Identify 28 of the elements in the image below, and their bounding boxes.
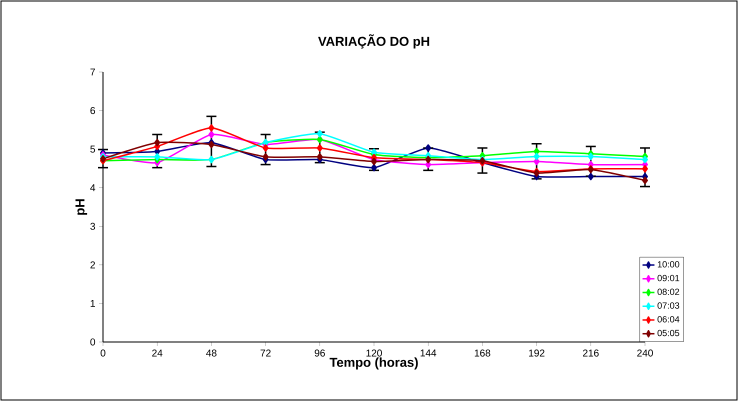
y-tick-label: 6 xyxy=(90,107,96,114)
x-tick-label: 216 xyxy=(582,350,599,357)
x-tick-label: 96 xyxy=(314,350,325,357)
y-tick-label: 7 xyxy=(90,68,95,76)
x-tick-label: 48 xyxy=(206,350,217,357)
legend-label: 05:05 xyxy=(658,330,680,336)
y-tick-label: 0 xyxy=(90,338,96,346)
y-tick-label: 3 xyxy=(90,222,96,230)
legend-label: 06:04 xyxy=(658,316,680,322)
x-axis-title: Tempo (horas) xyxy=(330,357,418,370)
legend-label: 07:03 xyxy=(658,302,680,309)
y-tick-label: 1 xyxy=(90,300,95,307)
x-tick-label: 192 xyxy=(529,350,544,357)
x-tick-label: 0 xyxy=(100,350,106,357)
y-tick-label: 5 xyxy=(90,146,96,153)
x-tick-label: 168 xyxy=(474,350,490,357)
legend-label: 09:01 xyxy=(658,274,680,282)
y-tick-label: 2 xyxy=(90,261,95,268)
y-axis-title: pH xyxy=(76,199,88,215)
x-tick-label: 24 xyxy=(152,350,162,356)
legend-label: 08:02 xyxy=(658,288,680,295)
x-tick-label: 120 xyxy=(366,350,382,357)
x-tick-label: 144 xyxy=(420,350,436,356)
legend-label: 10:00 xyxy=(658,261,680,268)
chart-title: VARIAÇÃO DO pH xyxy=(318,34,430,49)
x-tick-label: 240 xyxy=(637,350,653,357)
y-tick-label: 4 xyxy=(90,184,96,192)
x-tick-label: 72 xyxy=(260,350,271,356)
